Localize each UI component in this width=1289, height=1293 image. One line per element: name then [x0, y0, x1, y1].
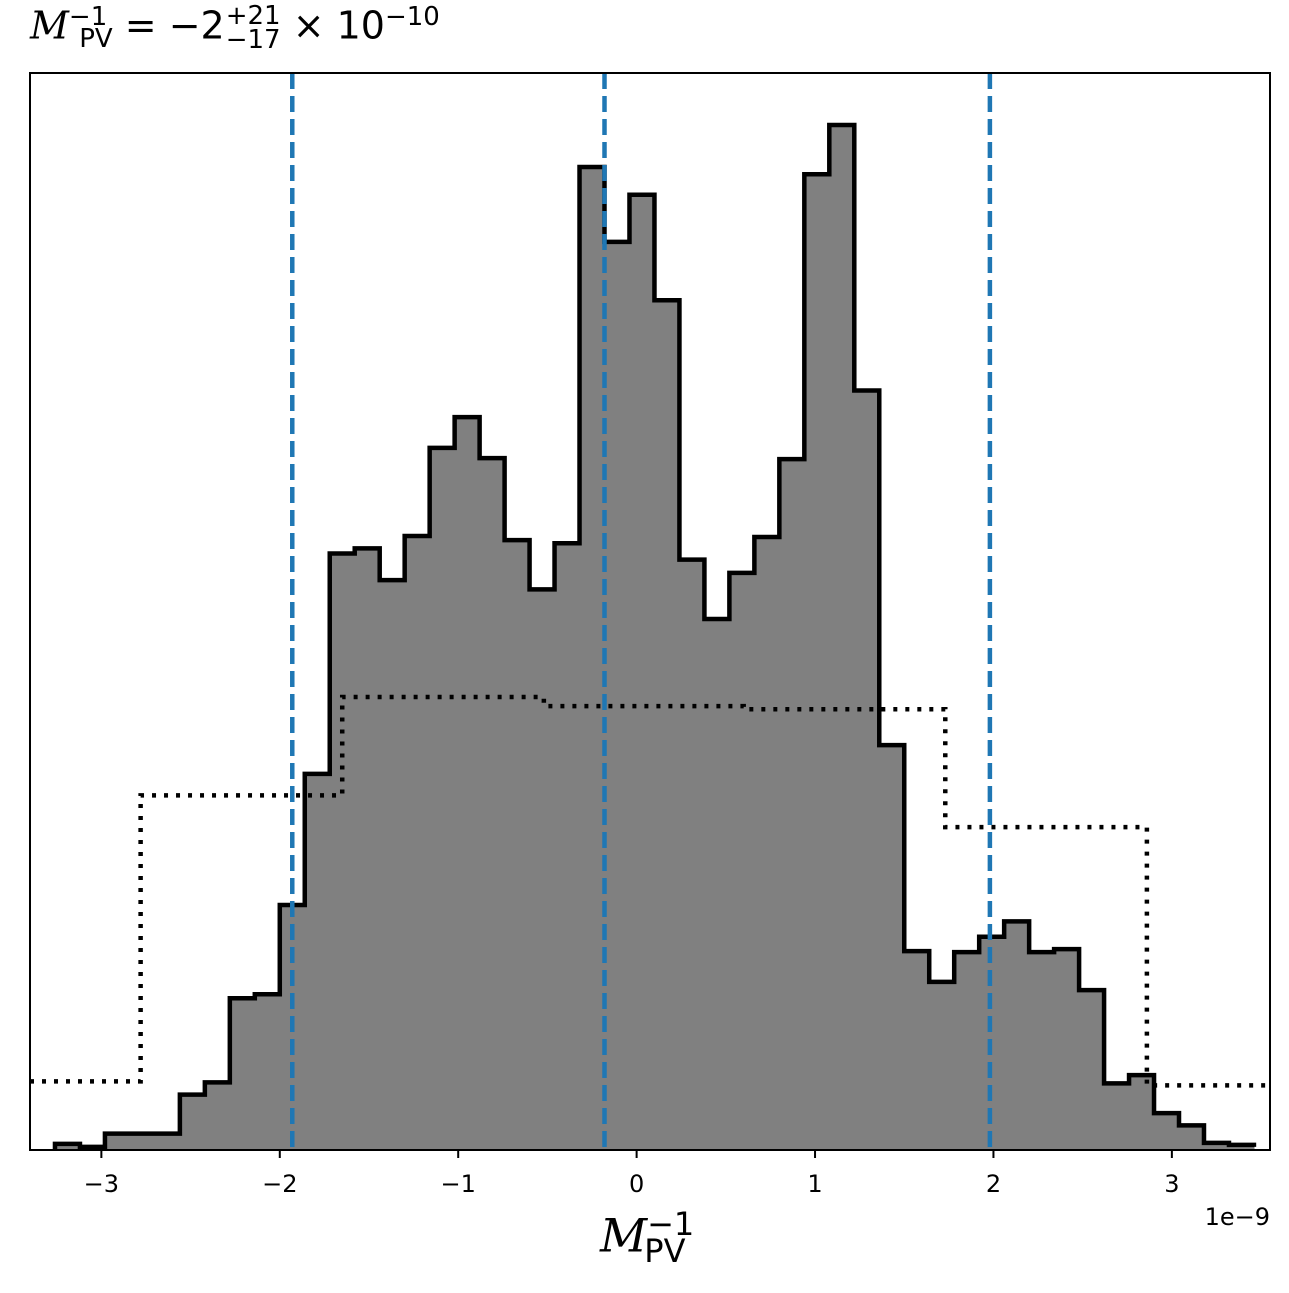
histogram-bar: [654, 300, 681, 1150]
quantile-lines: [290, 73, 993, 1150]
posterior-histogram: [52, 122, 1257, 1151]
histogram-bar: [504, 540, 531, 1150]
histogram-bar: [854, 390, 880, 1151]
x-axis-label: M−1PV: [600, 1205, 695, 1270]
prior-step-line: [30, 694, 1270, 1088]
histogram-bar: [879, 745, 905, 1150]
axes-frame: [29, 72, 1271, 1151]
histogram-bar: [454, 417, 481, 1150]
x-tick-label: −2: [262, 1170, 297, 1198]
histogram-bar: [1004, 921, 1030, 1150]
histogram-bar: [829, 125, 855, 1150]
histogram-bar: [779, 459, 805, 1150]
x-axis-offset-label: 1e−9: [1204, 1203, 1270, 1231]
histogram-bar: [354, 548, 381, 1150]
histogram-bar: [1079, 990, 1105, 1150]
histogram-bar: [1129, 1075, 1155, 1150]
x-tick-label: 1: [807, 1170, 822, 1198]
histogram-bar: [954, 952, 980, 1150]
histogram-bar: [704, 619, 730, 1150]
histogram-bar: [904, 951, 930, 1150]
histogram-bar: [329, 553, 356, 1150]
prior-histogram: [30, 694, 1270, 1088]
histogram-bar: [1179, 1125, 1205, 1150]
posterior-outline: [52, 122, 1257, 1150]
x-tick-label: 0: [629, 1170, 644, 1198]
histogram-bar: [404, 536, 431, 1150]
histogram-bar: [204, 1082, 231, 1150]
histogram-bar: [429, 447, 456, 1150]
histogram-bar: [229, 998, 256, 1150]
histogram-bar: [729, 572, 755, 1150]
histogram-bar: [379, 580, 406, 1150]
histogram-bar: [1203, 1142, 1230, 1150]
x-tick-label: 2: [986, 1170, 1001, 1198]
histogram-bar: [929, 981, 955, 1150]
x-tick-label: 3: [1164, 1170, 1179, 1198]
histogram-bar: [604, 241, 631, 1151]
histogram-bar: [1228, 1144, 1255, 1150]
x-axis-ticks: −3 −2 −1 0 1 2 3: [84, 1150, 1180, 1198]
histogram-bar: [104, 1133, 131, 1150]
histogram-bar: [1154, 1113, 1180, 1150]
histogram-bar: [554, 543, 581, 1150]
histogram-bar: [54, 1143, 81, 1150]
histogram-bar: [154, 1133, 181, 1150]
histogram-bar: [479, 458, 506, 1150]
histogram-bar: [579, 167, 606, 1150]
histogram-bar: [179, 1094, 206, 1150]
histogram-bar: [804, 174, 830, 1150]
chart-title: M−1PV = −2 +21 −17 × 10−10: [30, 1, 440, 56]
histogram-bar: [1104, 1083, 1130, 1150]
histogram-bar: [679, 559, 706, 1150]
x-tick-label: −1: [441, 1170, 476, 1198]
x-tick-label: −3: [84, 1170, 119, 1198]
histogram-bar: [629, 194, 656, 1150]
histogram-bar: [754, 537, 780, 1150]
histogram-bar: [1054, 949, 1080, 1150]
histogram-bar: [529, 589, 556, 1150]
histogram-bar: [304, 773, 331, 1150]
histogram-bar: [254, 994, 281, 1150]
histogram-bar: [1029, 952, 1055, 1150]
histogram-bar: [129, 1133, 156, 1150]
